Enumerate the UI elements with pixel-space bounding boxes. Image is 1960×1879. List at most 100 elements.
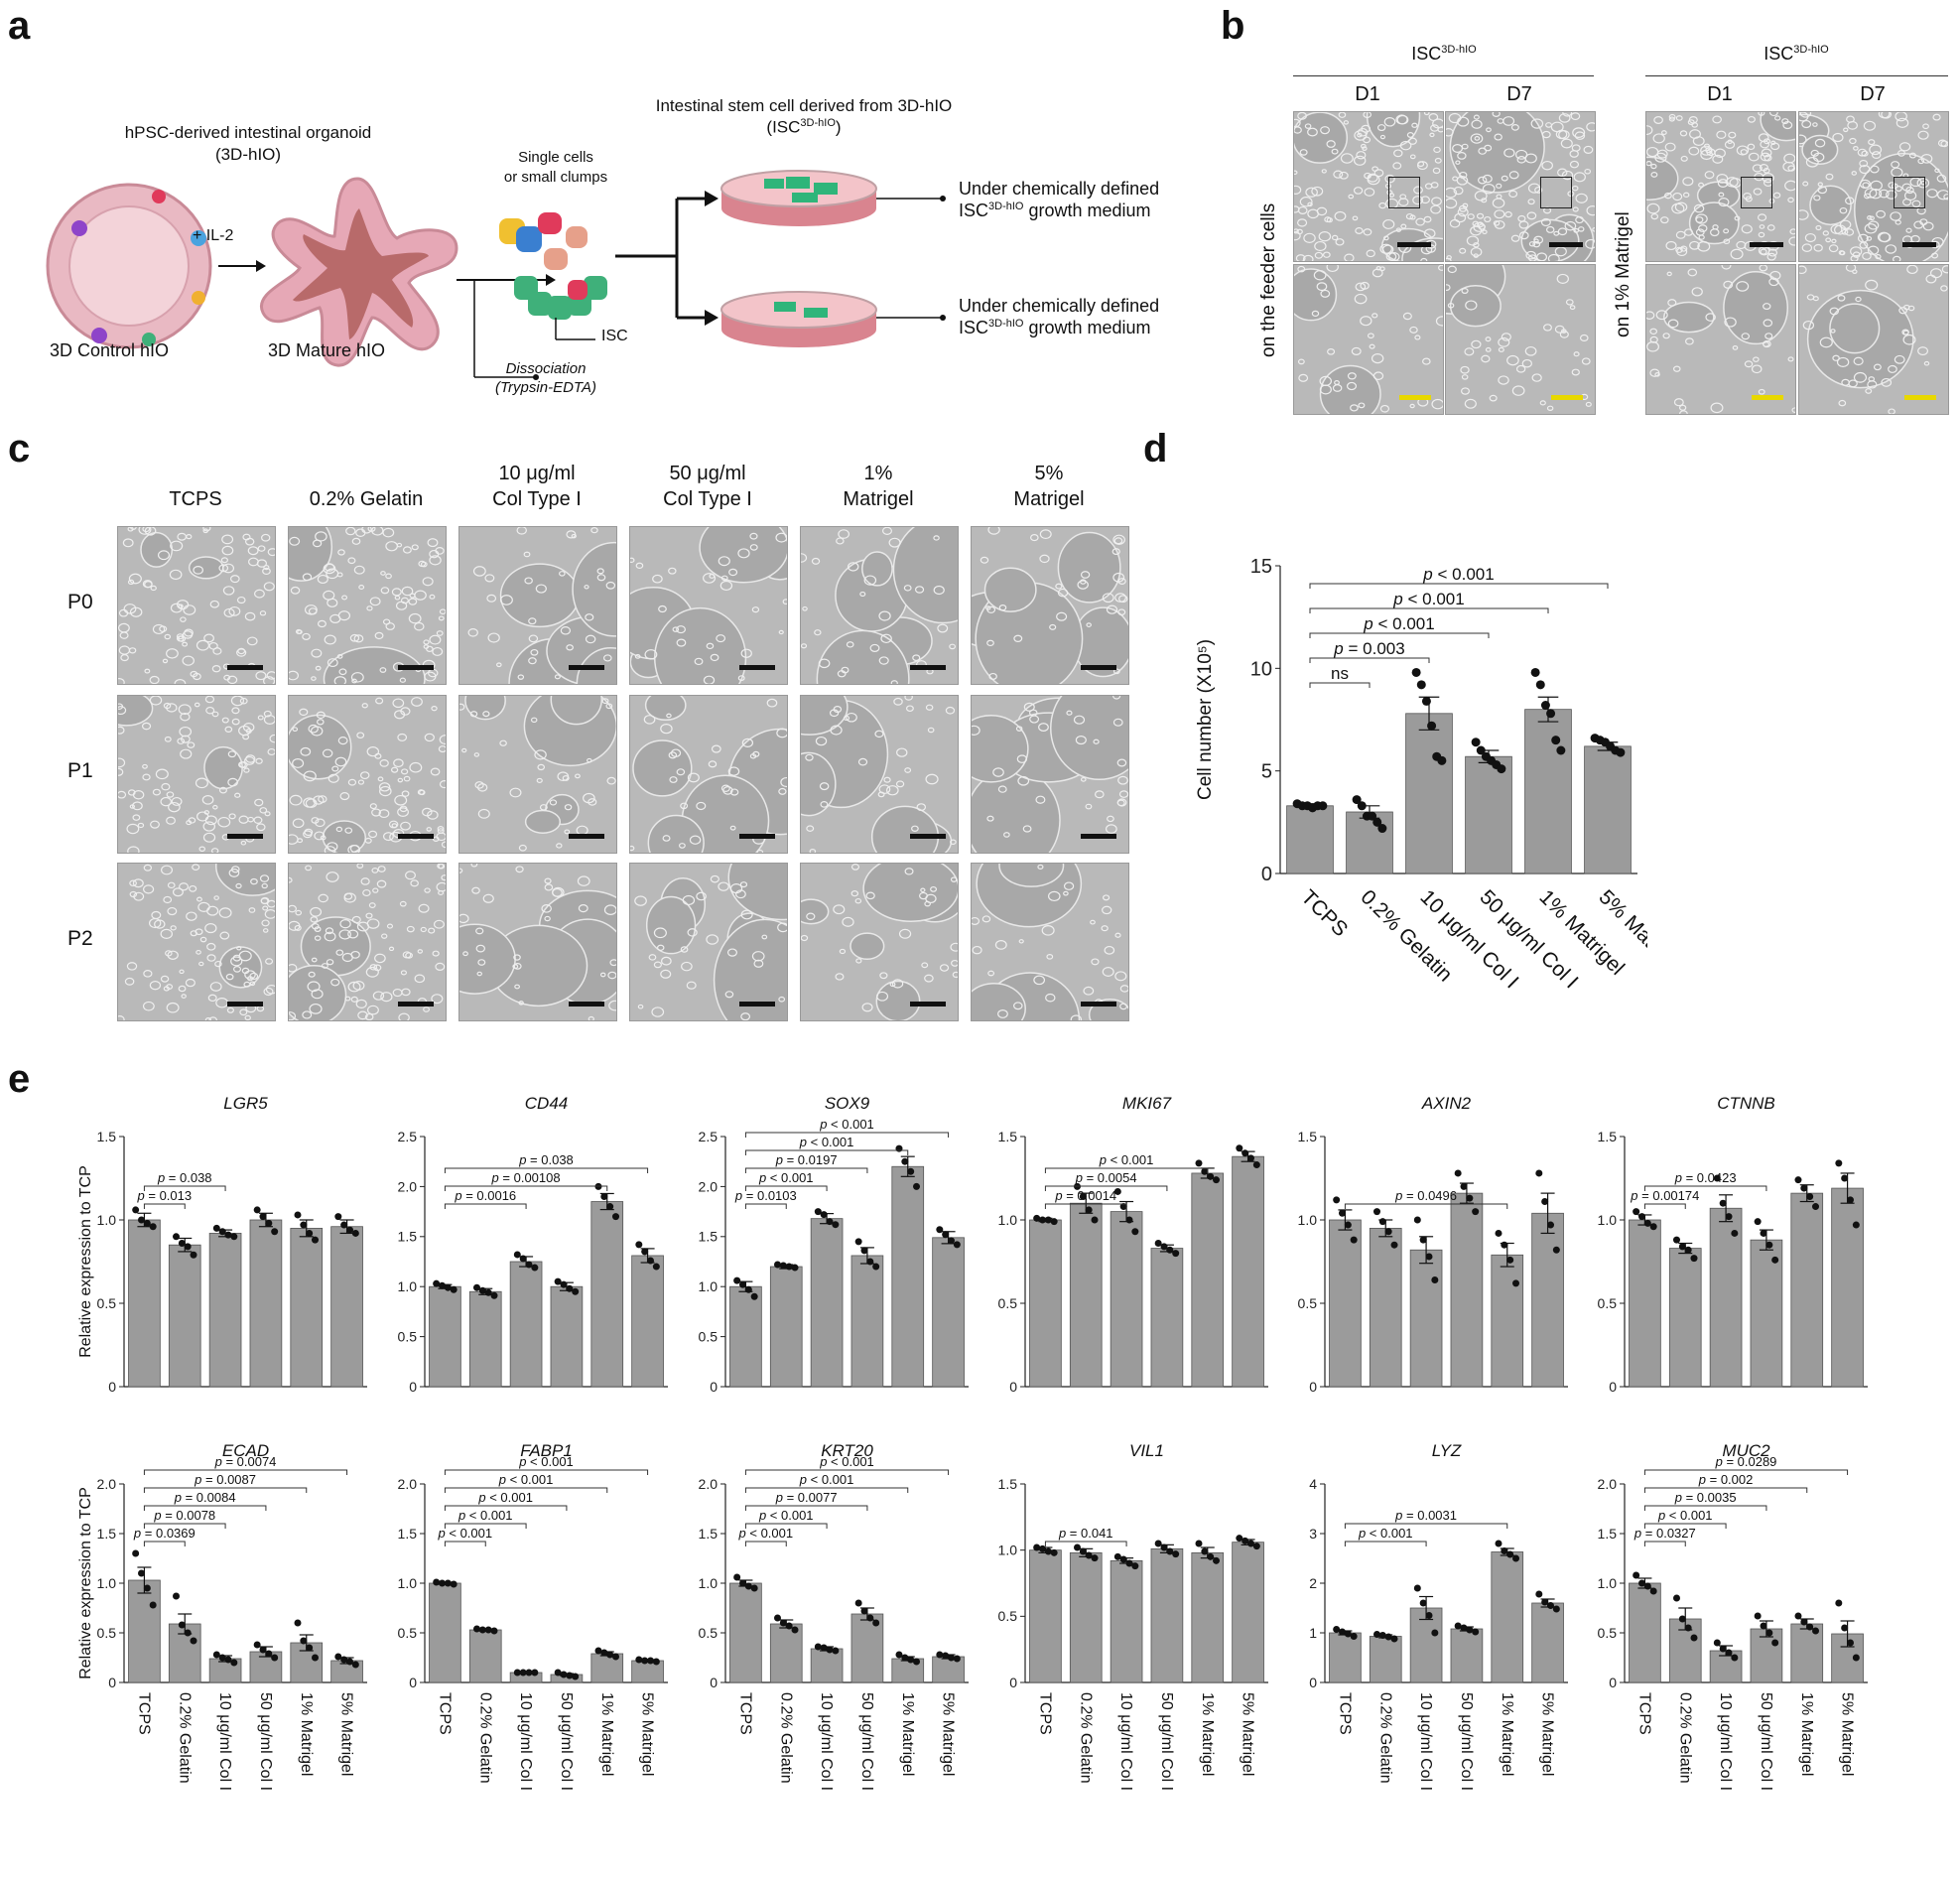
scale-bar <box>1081 834 1116 839</box>
micrograph-texture <box>630 527 787 684</box>
micrograph-texture <box>459 696 616 853</box>
comparison-bracket <box>1344 1523 1508 1529</box>
bar <box>1709 1207 1743 1388</box>
bar <box>1329 1219 1362 1388</box>
comparison-label: p = 0.038 <box>157 1170 212 1185</box>
bar <box>1191 1551 1225 1683</box>
comparison-label: p = 0.0197 <box>775 1152 838 1167</box>
bar <box>810 1648 844 1683</box>
data-point <box>1413 1216 1421 1224</box>
zoom-box <box>1540 177 1572 208</box>
data-point <box>1166 1246 1174 1254</box>
comparison-label: p = 0.0031 <box>1394 1508 1457 1523</box>
bar <box>1668 1248 1702 1388</box>
bar <box>1750 1239 1783 1388</box>
comparison-label: p = 0.00174 <box>1630 1188 1699 1203</box>
micrograph-texture <box>972 864 1128 1020</box>
data-point <box>773 1261 781 1269</box>
data-point <box>913 1658 921 1666</box>
y-tick-label: 1.5 <box>1598 1526 1618 1542</box>
x-tick-label: 10 μg/ml Col I <box>818 1692 835 1791</box>
data-point <box>1684 1246 1692 1254</box>
p-value: < 0.001 <box>506 1472 553 1487</box>
x-tick-label: TCPS <box>436 1692 453 1735</box>
data-point <box>1472 1628 1480 1636</box>
data-point <box>942 1231 950 1239</box>
control-hio-label: 3D Control hIO <box>50 340 170 360</box>
data-point <box>340 1656 348 1664</box>
data-point <box>814 1208 822 1216</box>
dish-bottom <box>720 291 946 347</box>
data-point <box>948 1654 956 1662</box>
chart-title: SOX9 <box>825 1094 870 1113</box>
x-tick-label: 0.2% Gelatin <box>1077 1692 1094 1784</box>
data-point <box>1350 1633 1358 1640</box>
y-tick-label: 2.0 <box>1598 1476 1618 1492</box>
data-point <box>1719 1645 1727 1653</box>
data-point <box>600 1192 608 1200</box>
p-symbol: p <box>194 1472 201 1487</box>
bar <box>1524 709 1572 874</box>
data-point <box>1431 1629 1439 1637</box>
data-point <box>635 1241 643 1249</box>
data-point <box>1344 1221 1352 1229</box>
comparison-label: p < 0.001 <box>518 1454 574 1469</box>
panel-d-letter: d <box>1143 427 1168 470</box>
comparison-bracket <box>744 1523 828 1529</box>
comparison-bracket <box>143 1541 186 1546</box>
comparison-bracket <box>1044 1541 1127 1546</box>
data-point <box>866 1614 874 1622</box>
bar <box>1150 1248 1184 1388</box>
micrograph-texture <box>972 696 1128 853</box>
y-tick-label: 0 <box>409 1379 417 1395</box>
y-tick-label: 0 <box>409 1675 417 1690</box>
p-value: = 0.013 <box>145 1188 192 1203</box>
il2-label: + IL-2 <box>193 227 234 244</box>
data-point <box>612 1213 620 1221</box>
chart-title: CTNNB <box>1717 1094 1775 1113</box>
data-point <box>184 1243 192 1251</box>
micrograph-texture <box>1294 112 1443 261</box>
data-point <box>1085 1206 1093 1214</box>
micrograph-c-r1-c4 <box>800 695 959 854</box>
data-point <box>641 1248 649 1256</box>
data-point <box>554 1277 562 1285</box>
data-point <box>1460 1624 1468 1632</box>
comparison-bracket <box>744 1185 828 1191</box>
data-point <box>1172 1550 1180 1558</box>
y-tick-label: 0.5 <box>1598 1295 1618 1311</box>
data-point <box>1213 1556 1221 1564</box>
comparison-bracket <box>444 1541 486 1546</box>
data-point <box>178 1240 186 1248</box>
bar <box>1286 805 1334 874</box>
scale-bar <box>1551 395 1583 400</box>
micrograph-c-r1-c2 <box>458 695 617 854</box>
bar <box>729 1285 762 1388</box>
data-point <box>438 1579 446 1587</box>
p-value: = 0.0084 <box>182 1490 236 1505</box>
scale-bar <box>1397 242 1431 247</box>
p-symbol: p <box>1674 1490 1682 1505</box>
comparison-bracket <box>1309 607 1549 613</box>
comparison-label: p = 0.0496 <box>1394 1188 1457 1203</box>
comparison-bracket <box>444 1185 608 1191</box>
data-point <box>773 1614 781 1622</box>
data-point <box>218 1228 226 1236</box>
bar <box>932 1237 965 1388</box>
p-symbol: p <box>1674 1170 1682 1185</box>
bar <box>1110 1211 1143 1388</box>
y-tick-label: 0 <box>1609 1675 1617 1690</box>
x-tick-label: TCPS <box>1635 1692 1652 1735</box>
y-tick-label: 1.0 <box>998 1212 1018 1228</box>
comparison-label: p < 0.001 <box>738 1526 794 1541</box>
micrograph-c-r2-c2 <box>458 863 617 1021</box>
comparison-label: p = 0.0103 <box>734 1188 797 1203</box>
data-point <box>1236 1535 1243 1543</box>
data-point <box>1372 1631 1380 1638</box>
p-symbol: p <box>1333 639 1343 658</box>
data-point <box>351 1229 359 1237</box>
data-point <box>1454 1622 1462 1630</box>
medium-top-pre: ISC <box>959 201 989 220</box>
data-point <box>484 1626 492 1634</box>
